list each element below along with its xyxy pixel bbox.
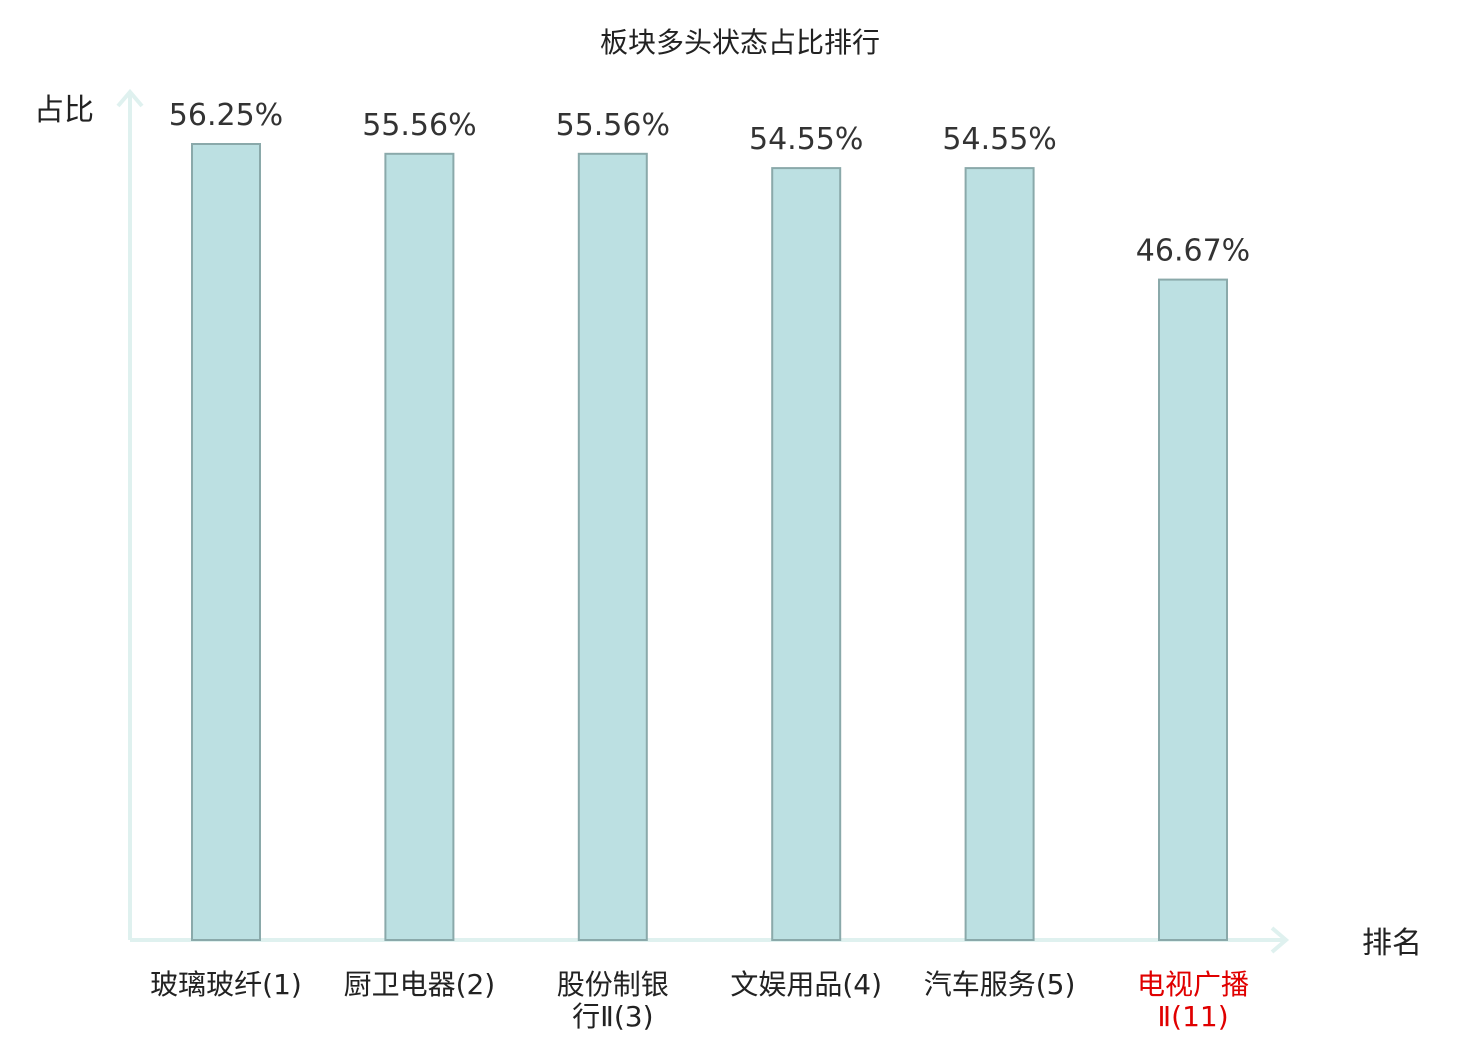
bar-value-label: 55.56%	[362, 108, 476, 143]
x-tick-label: 行Ⅱ(3)	[572, 1000, 653, 1033]
x-tick-label: Ⅱ(11)	[1157, 1000, 1228, 1033]
bar-value-label: 54.55%	[749, 122, 863, 157]
bars-group	[191, 143, 1228, 942]
bar	[191, 143, 261, 941]
x-tick-label: 玻璃玻纤(1)	[150, 968, 302, 1001]
x-axis-line	[130, 926, 1290, 954]
x-tick-label: 电视广播	[1137, 968, 1249, 1001]
x-tick-label: 汽车服务(5)	[924, 968, 1076, 1001]
x-axis-label: 排名	[1362, 926, 1422, 961]
bar	[771, 167, 842, 942]
chart-title: 板块多头状态占比排行	[600, 26, 880, 59]
y-axis-label: 占比	[34, 93, 94, 128]
bar-value-label: 56.25%	[169, 98, 283, 133]
bar-value-label: 55.56%	[556, 108, 670, 143]
bar-value-label: 54.55%	[942, 122, 1056, 157]
x-tick-label: 股份制银	[557, 968, 669, 1001]
x-tick-label: 厨卫电器(2)	[344, 968, 496, 1001]
value-labels-group: 56.25% 55.56% 55.56% 54.55% 54.55% 46.67%	[169, 98, 1250, 269]
bar	[384, 152, 455, 942]
bar	[964, 167, 1035, 942]
bar	[577, 152, 648, 942]
y-axis-line	[116, 88, 144, 940]
bar	[1158, 278, 1228, 942]
x-tick-label: 文娱用品(4)	[730, 968, 882, 1001]
bar-value-label: 46.67%	[1136, 234, 1250, 269]
